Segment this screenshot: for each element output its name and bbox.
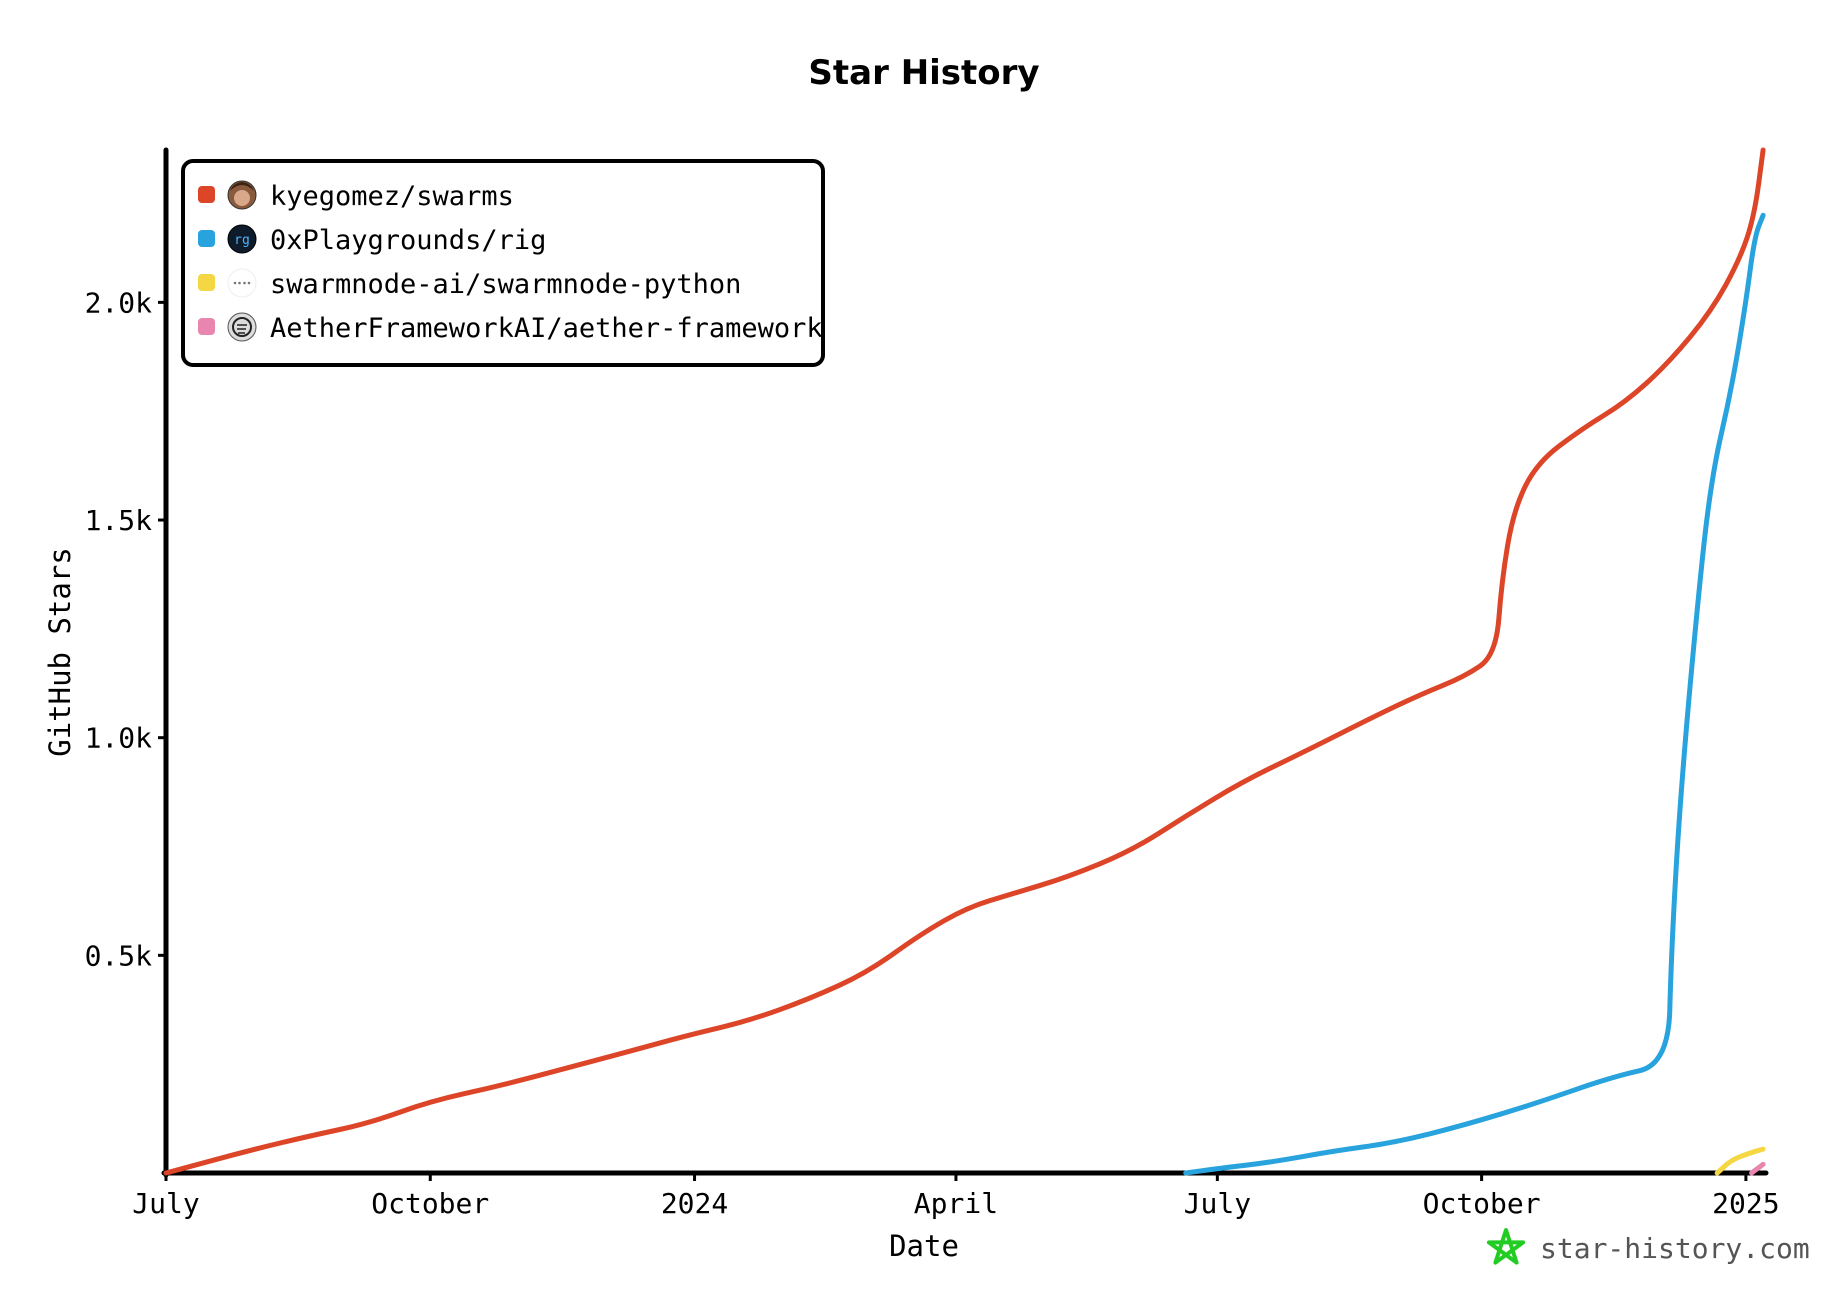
- aether-logo-avatar-icon: [227, 312, 257, 342]
- x-tick-label: July: [132, 1187, 199, 1220]
- legend-label: AetherFrameworkAI/aether-framework: [270, 313, 823, 344]
- x-tick-label: 2024: [661, 1187, 728, 1220]
- y-tick-label: 1.5k: [85, 504, 153, 537]
- y-tick-label: 2.0k: [85, 286, 153, 319]
- x-tick-label: 2025: [1712, 1187, 1779, 1220]
- series-line-2: [1714, 1146, 1766, 1176]
- watermark[interactable]: star-history.com: [1486, 1228, 1810, 1265]
- legend-swatch: [198, 274, 215, 291]
- y-axis-ticks: 0.5k 1.0k 1.5k 2.0k: [85, 286, 166, 972]
- series-line-3: [1749, 1161, 1766, 1176]
- x-tick-label: April: [914, 1187, 998, 1220]
- x-axis-line: [161, 1170, 1769, 1177]
- legend-swatch: [198, 318, 215, 335]
- y-tick-label: 1.0k: [85, 722, 153, 755]
- legend-swatch: [198, 230, 215, 247]
- legend-item-1[interactable]: rg 0xPlaygrounds/rig: [198, 224, 546, 256]
- watermark-text: star-history.com: [1540, 1232, 1810, 1265]
- series-line-1: [1183, 212, 1766, 1176]
- legend-item-3[interactable]: AetherFrameworkAI/aether-framework: [198, 312, 823, 344]
- star-history-logo-icon: [1486, 1228, 1526, 1265]
- y-axis-title: GitHub Stars: [43, 547, 77, 757]
- x-axis-ticks: July October 2024 April July October 2025: [132, 1173, 1780, 1220]
- legend-label: swarmnode-ai/swarmnode-python: [270, 269, 741, 300]
- legend: kyegomez/swarms rg 0xPlaygrounds/rig swarmn…: [181, 159, 825, 367]
- x-tick-label: October: [371, 1187, 489, 1220]
- legend-item-2[interactable]: swarmnode-ai/swarmnode-python: [198, 268, 741, 300]
- series-line-0: [163, 147, 1766, 1176]
- user-photo-avatar-icon: [227, 180, 257, 210]
- y-tick-label: 0.5k: [85, 939, 153, 972]
- chart-axes: [161, 147, 1769, 1178]
- legend-item-0[interactable]: kyegomez/swarms: [198, 180, 514, 212]
- x-axis-title: Date: [889, 1229, 959, 1263]
- legend-label: kyegomez/swarms: [270, 181, 514, 212]
- x-tick-label: October: [1423, 1187, 1541, 1220]
- legend-box: [181, 159, 825, 367]
- swarmnode-logo-avatar-icon: [227, 268, 257, 298]
- legend-label: 0xPlaygrounds/rig: [270, 225, 546, 256]
- rig-logo-avatar-icon: rg: [227, 224, 257, 254]
- chart-title: Star History: [808, 53, 1039, 93]
- legend-swatch: [198, 186, 215, 203]
- legend-items: kyegomez/swarms rg 0xPlaygrounds/rig swarmn…: [198, 180, 823, 344]
- x-tick-label: July: [1184, 1187, 1251, 1220]
- series-lines: [163, 147, 1766, 1176]
- y-axis-line: [162, 147, 169, 1178]
- svg-text:rg: rg: [234, 233, 250, 248]
